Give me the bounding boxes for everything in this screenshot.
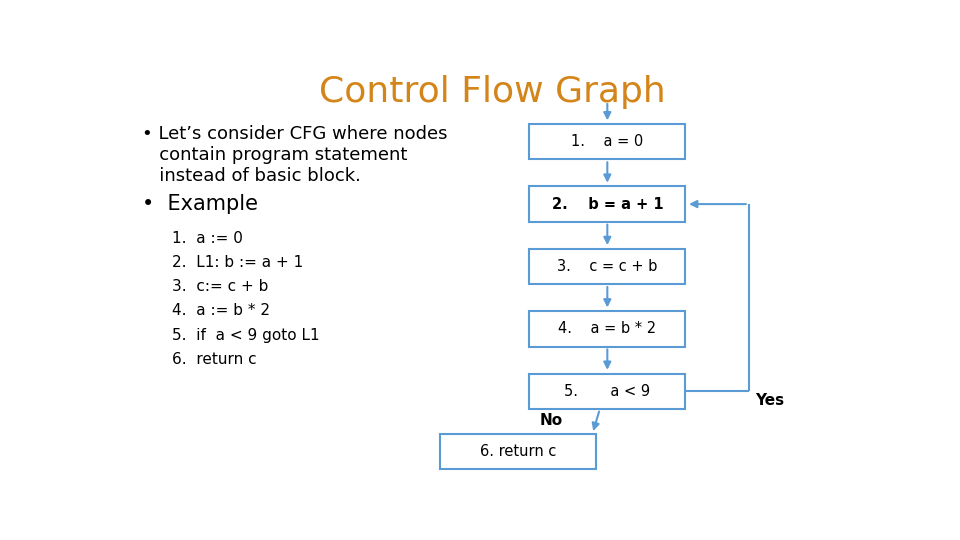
Text: contain program statement: contain program statement [142, 146, 408, 164]
FancyBboxPatch shape [529, 249, 685, 284]
Text: 2.    b = a + 1: 2. b = a + 1 [551, 197, 663, 212]
Text: 6. return c: 6. return c [480, 444, 556, 459]
Text: 4.    a = b * 2: 4. a = b * 2 [559, 321, 657, 336]
Text: 6.  return c: 6. return c [172, 352, 256, 367]
FancyBboxPatch shape [529, 311, 685, 347]
Text: • Let’s consider CFG where nodes: • Let’s consider CFG where nodes [142, 125, 447, 143]
Text: Yes: Yes [755, 393, 783, 408]
Text: 1.    a = 0: 1. a = 0 [571, 134, 643, 149]
Text: No: No [540, 413, 564, 428]
Text: 2.  L1: b := a + 1: 2. L1: b := a + 1 [172, 255, 303, 270]
Text: Control Flow Graph: Control Flow Graph [319, 75, 665, 109]
FancyBboxPatch shape [529, 186, 685, 222]
Text: 3.  c:= c + b: 3. c:= c + b [172, 279, 269, 294]
FancyBboxPatch shape [529, 124, 685, 159]
Text: 5.       a < 9: 5. a < 9 [564, 384, 650, 399]
FancyBboxPatch shape [440, 434, 596, 469]
Text: 1.  a := 0: 1. a := 0 [172, 231, 243, 246]
Text: instead of basic block.: instead of basic block. [142, 167, 361, 185]
FancyBboxPatch shape [529, 374, 685, 409]
Text: 5.  if  a < 9 goto L1: 5. if a < 9 goto L1 [172, 328, 320, 342]
Text: 3.    c = c + b: 3. c = c + b [557, 259, 658, 274]
Text: •  Example: • Example [142, 194, 258, 214]
Text: 4.  a := b * 2: 4. a := b * 2 [172, 303, 270, 319]
